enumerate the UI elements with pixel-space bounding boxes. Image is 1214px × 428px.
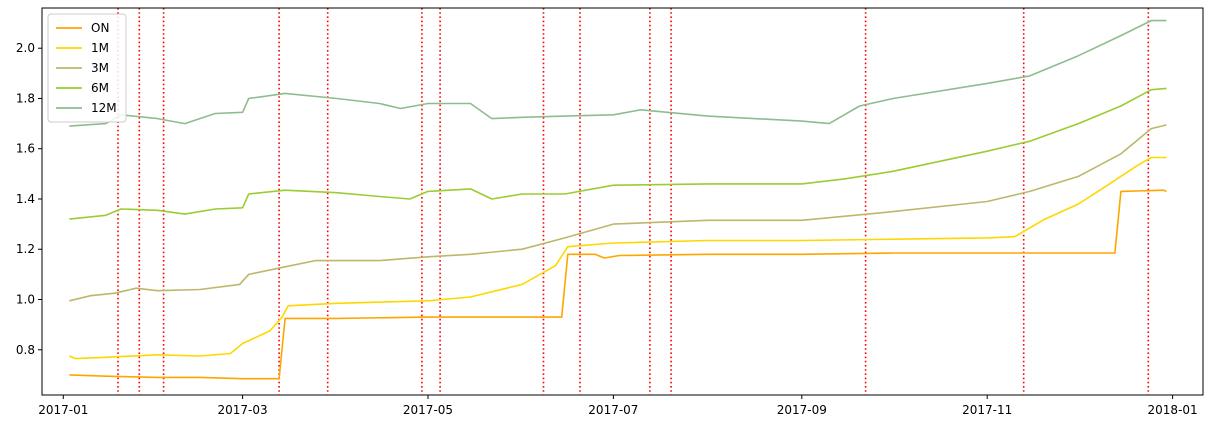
legend-label-3m: 3M [91,61,109,75]
legend-label-on: ON [91,21,109,35]
y-tick-label: 2.0 [16,41,35,55]
x-tick-label: 2018-01 [1148,403,1198,417]
series-line-6m [69,87,1167,220]
y-tick-label: 1.0 [16,293,35,307]
y-tick-label: 1.4 [16,192,35,206]
legend-box [47,13,127,123]
y-tick-label: 1.6 [16,142,35,156]
legend-label-1m: 1M [91,41,109,55]
plot-area [41,7,1204,396]
y-tick-label: 1.8 [16,91,35,105]
series-line-3m [69,124,1167,302]
x-tick-label: 2017-07 [588,403,638,417]
y-tick-label: 0.8 [16,343,35,357]
x-tick-label: 2017-11 [962,403,1012,417]
legend: ON 1M 3M 6M 12M [47,13,127,123]
x-tick-label: 2017-09 [777,403,827,417]
event-lines [117,8,1150,395]
x-tick-label: 2017-01 [38,403,88,417]
y-tick-label: 1.2 [16,242,35,256]
x-axis: 2017-01 2017-03 2017-05 2017-07 2017-09 2017-… [38,395,1198,417]
legend-label-12m: 12M [91,101,117,115]
y-axis: 0.8 1.0 1.2 1.4 1.6 1.8 2.0 [16,41,42,357]
x-tick-label: 2017-05 [403,403,453,417]
series-lines [69,19,1167,380]
series-line-1m [69,156,1167,360]
series-line-on [69,189,1167,380]
x-tick-label: 2017-03 [218,403,268,417]
legend-label-6m: 6M [91,81,109,95]
series-line-12m [69,19,1167,127]
